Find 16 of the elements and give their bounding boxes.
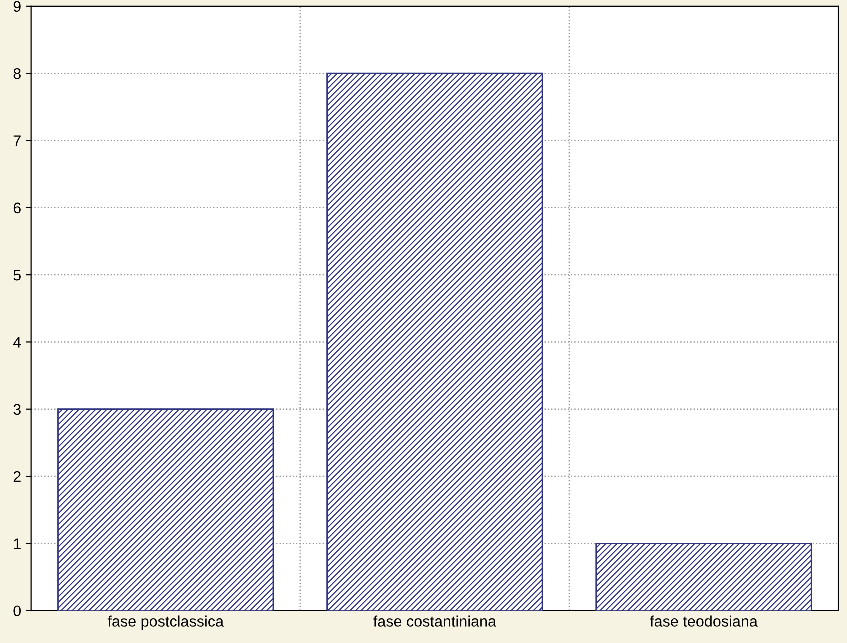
y-tick-label: 4 [13, 337, 22, 348]
y-tick-label: 5 [14, 270, 21, 281]
y-tick-label: 2 [14, 471, 21, 482]
x-tick-label: fase costantiniana [374, 616, 497, 627]
y-tick-label: 7 [14, 136, 21, 146]
y-tick-label: 9 [14, 1, 21, 12]
bar [596, 542, 812, 611]
x-tick-label: fase postclassica [108, 616, 224, 630]
bar [58, 408, 274, 611]
y-tick-label: 1 [14, 538, 21, 550]
bar [326, 72, 544, 611]
y-tick-label: 0 [14, 606, 22, 617]
y-tick-label: 6 [14, 202, 21, 214]
y-tick-label: 8 [14, 68, 21, 80]
y-tick-label: 3 [14, 404, 21, 416]
x-tick-label: fase teodosiana [650, 616, 758, 627]
